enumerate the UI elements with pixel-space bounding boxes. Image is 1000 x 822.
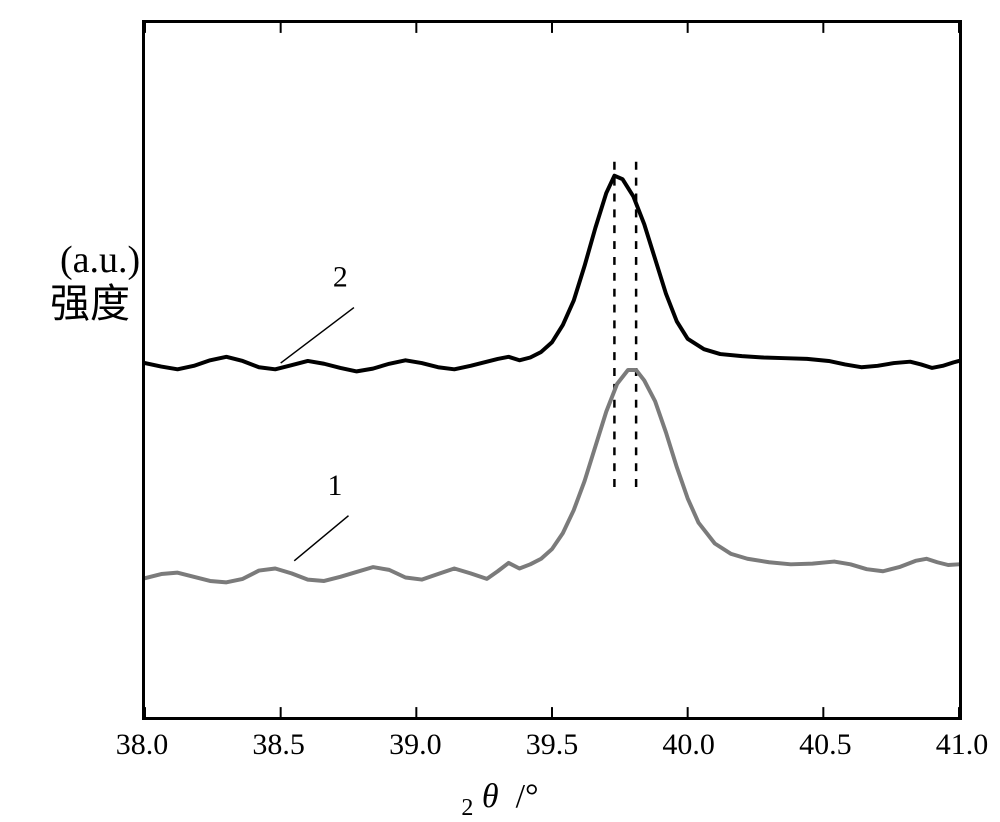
y-axis-unit: (a.u.) (60, 238, 140, 282)
x-tick-label: 39.0 (389, 728, 442, 762)
x-tick-label: 38.5 (252, 728, 305, 762)
series-label-s2: 2 (333, 261, 348, 294)
y-axis-label: 强度 (50, 280, 130, 328)
plot-area: 12 (142, 20, 962, 720)
x-axis-unit: /° (516, 778, 539, 815)
x-tick-label: 40.0 (662, 728, 715, 762)
y-axis-label-group: 强度 (0, 280, 130, 328)
x-axis-var-sub: 2 (461, 795, 473, 821)
chart-container: (a.u.) 强度 12 38.038.539.039.540.040.541.… (0, 0, 1000, 822)
x-tick-label: 38.0 (116, 728, 169, 762)
x-tick-label: 39.5 (526, 728, 579, 762)
series-label-s1: 1 (327, 469, 342, 502)
x-axis-label: 2 θ /° (461, 778, 538, 822)
x-tick-label: 40.5 (799, 728, 852, 762)
plot-svg: 12 (145, 23, 959, 717)
x-axis-var: θ (473, 778, 515, 815)
x-tick-label: 41.0 (936, 728, 989, 762)
